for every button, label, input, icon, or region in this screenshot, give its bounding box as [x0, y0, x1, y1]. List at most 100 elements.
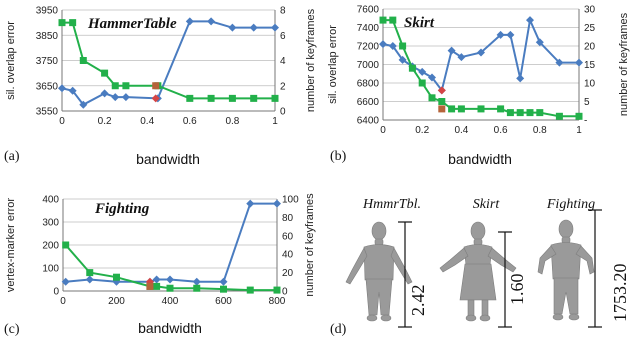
y2-tick-label: 0 [280, 107, 286, 118]
y2-tick-label: 60 [282, 231, 294, 242]
chart-fighting: 0 100 200 300 400 0 20 40 60 80 100 0 200 400 600 800 Fi… [4, 193, 316, 337]
data-point-square [428, 94, 436, 102]
x-tick-label: 0 [60, 296, 66, 307]
y-tick-label: 3950 [36, 6, 59, 17]
y2-tick-label: 6 [280, 31, 286, 42]
x-tick-label: 0 [59, 116, 65, 127]
y2-tick-label: 30 [584, 5, 596, 16]
chart-hammertable: 3550 3650 3750 3850 3950 0 2 4 6 8 0 0.2 0.4 0.6 0.8 1 H… [4, 6, 317, 168]
x-tick-label: 0.4 [140, 116, 154, 127]
panel-label: (a) [4, 149, 20, 164]
panel-label: (b) [330, 149, 347, 164]
panel-label: (c) [4, 322, 20, 337]
y-axis-label: sil. overlap error [327, 25, 339, 104]
chart-title: Skirt [404, 15, 435, 31]
data-point-diamond [418, 67, 427, 76]
data-point-diamond [477, 48, 485, 57]
data-point-square [273, 286, 281, 294]
data-point-diamond [273, 199, 281, 208]
y2-tick-label: 15 [584, 60, 596, 71]
data-point-diamond [398, 55, 407, 64]
data-point-square [536, 109, 544, 117]
data-point-square [62, 241, 70, 249]
series-line-blue [65, 202, 277, 283]
data-point-square [418, 79, 426, 87]
data-point-diamond [246, 199, 255, 208]
x-tick-label: 0.2 [415, 125, 429, 136]
data-point-square [438, 98, 446, 105]
data-point-diamond [526, 16, 534, 25]
y-tick-label: 7000 [357, 60, 380, 71]
y2-tick-label: 25 [584, 23, 596, 34]
data-point-diamond [219, 277, 228, 286]
data-point-square [506, 109, 514, 117]
data-point-square [58, 19, 66, 27]
data-point-square [389, 16, 397, 24]
x-tick-label: 1 [272, 116, 278, 127]
data-point-square [166, 284, 174, 292]
figure-title-skirt: Skirt [473, 197, 501, 212]
chart-title: HammerTable [87, 16, 177, 32]
highlight-point-diamond [437, 86, 446, 95]
data-point-diamond [271, 23, 279, 32]
y2-tick-label: 100 [282, 195, 299, 206]
data-point-square [122, 82, 130, 90]
y-tick-label: 300 [42, 218, 59, 229]
data-point-square [448, 105, 456, 113]
data-point-square [228, 94, 236, 102]
figure-hammertable: HmmrTbl. 2.42 [345, 197, 428, 328]
human-fighting-icon [537, 219, 595, 321]
x-tick-label: 0.6 [494, 125, 508, 136]
data-point-square [113, 273, 120, 281]
data-point-diamond [516, 74, 525, 83]
y-tick-label: 3550 [36, 107, 59, 118]
data-point-square [220, 285, 227, 293]
figures-panel: (d) HmmrTbl. 2.42 Skirt [330, 197, 630, 337]
y2-tick-label: 5 [584, 97, 590, 108]
y-tick-label: 6800 [357, 79, 380, 90]
data-point-square [497, 105, 505, 113]
human-body-icon [345, 221, 413, 322]
data-point-diamond [121, 93, 130, 102]
y2-axis-label: number of keyframes [304, 193, 316, 297]
x-tick-label: 0.4 [454, 125, 468, 136]
data-point-diamond [457, 53, 466, 62]
data-point-diamond [249, 23, 258, 32]
data-point-diamond [61, 277, 70, 286]
data-point-square [271, 94, 279, 102]
human-skirt-icon [439, 221, 517, 322]
y2-tick-label: 20 [584, 42, 596, 53]
data-point-diamond [100, 89, 109, 98]
data-point-square [399, 42, 407, 50]
measure-skirt: 1.60 [507, 274, 527, 306]
x-tick-label: 800 [269, 296, 286, 307]
data-point-diamond [388, 42, 397, 50]
series-line-green [64, 244, 277, 292]
data-point-square [153, 282, 161, 290]
y-tick-label: 3750 [36, 56, 59, 67]
data-point-square [477, 105, 485, 113]
y-tick-label: 7400 [357, 23, 380, 34]
panel-label-d: (d) [330, 322, 347, 337]
data-point-square [516, 109, 524, 117]
data-point-square [101, 69, 109, 77]
data-point-diamond [58, 84, 66, 93]
data-point-square [575, 112, 583, 120]
data-point-diamond [228, 23, 237, 32]
x-tick-label: 0.6 [183, 116, 197, 127]
data-point-diamond [207, 17, 216, 26]
figure-title-fighting: Fighting [546, 197, 595, 212]
data-point-square [526, 109, 534, 117]
data-point-diamond [379, 40, 387, 49]
data-point-square [555, 112, 563, 120]
y-tick-label: 7600 [357, 5, 380, 16]
series-line-green [62, 21, 275, 100]
highlight-point-square [152, 82, 160, 90]
data-point-square [193, 284, 201, 292]
data-point-diamond [192, 277, 201, 286]
data-point-diamond [428, 73, 436, 82]
y-axis-label: sil. overlap error [5, 21, 17, 100]
y2-axis-label: number of keyframes [305, 8, 317, 112]
measure-hammertable: 2.42 [408, 285, 428, 317]
